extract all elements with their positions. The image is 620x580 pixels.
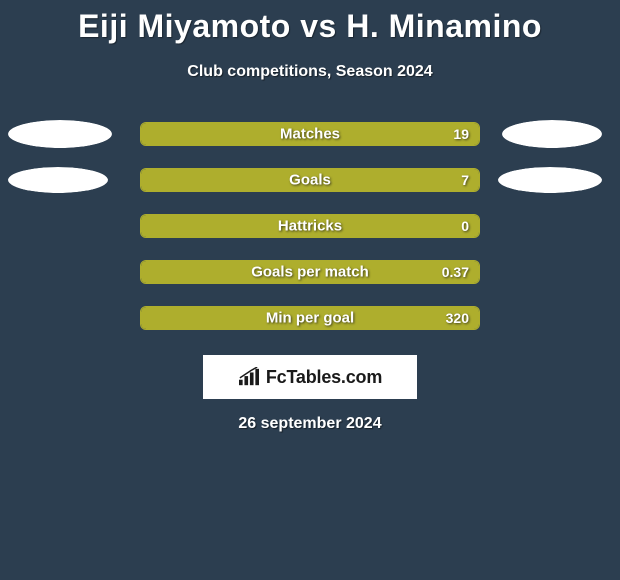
stat-value: 7 (461, 172, 469, 188)
stat-bar: Min per goal 320 (140, 306, 480, 330)
subtitle: Club competitions, Season 2024 (0, 63, 620, 81)
team-logo-right (502, 120, 602, 148)
stat-row: Min per goal 320 (0, 305, 620, 331)
stats-container: Matches 19 Goals 7 Hattricks 0 Goals per match… (0, 121, 620, 331)
stat-label: Matches (280, 126, 340, 143)
stat-label: Goals per match (251, 264, 369, 281)
team-logo-left (8, 167, 108, 193)
brand-text: FcTables.com (266, 367, 382, 388)
stat-bar: Matches 19 (140, 122, 480, 146)
stat-value: 320 (446, 310, 469, 326)
team-logo-left (8, 120, 112, 148)
stat-label: Min per goal (266, 310, 354, 327)
stat-bar: Goals 7 (140, 168, 480, 192)
stat-label: Hattricks (278, 218, 342, 235)
stat-row: Hattricks 0 (0, 213, 620, 239)
brand-box: FcTables.com (203, 355, 417, 399)
stat-value: 19 (453, 126, 469, 142)
team-logo-right (498, 167, 602, 193)
stat-bar: Goals per match 0.37 (140, 260, 480, 284)
page-title: Eiji Miyamoto vs H. Minamino (0, 0, 620, 45)
stat-label: Goals (289, 172, 331, 189)
stat-row: Matches 19 (0, 121, 620, 147)
stat-row: Goals 7 (0, 167, 620, 193)
stat-bar: Hattricks 0 (140, 214, 480, 238)
date-line: 26 september 2024 (0, 415, 620, 433)
bar-chart-icon (238, 367, 260, 387)
stat-value: 0.37 (442, 264, 469, 280)
stat-value: 0 (461, 218, 469, 234)
stat-row: Goals per match 0.37 (0, 259, 620, 285)
